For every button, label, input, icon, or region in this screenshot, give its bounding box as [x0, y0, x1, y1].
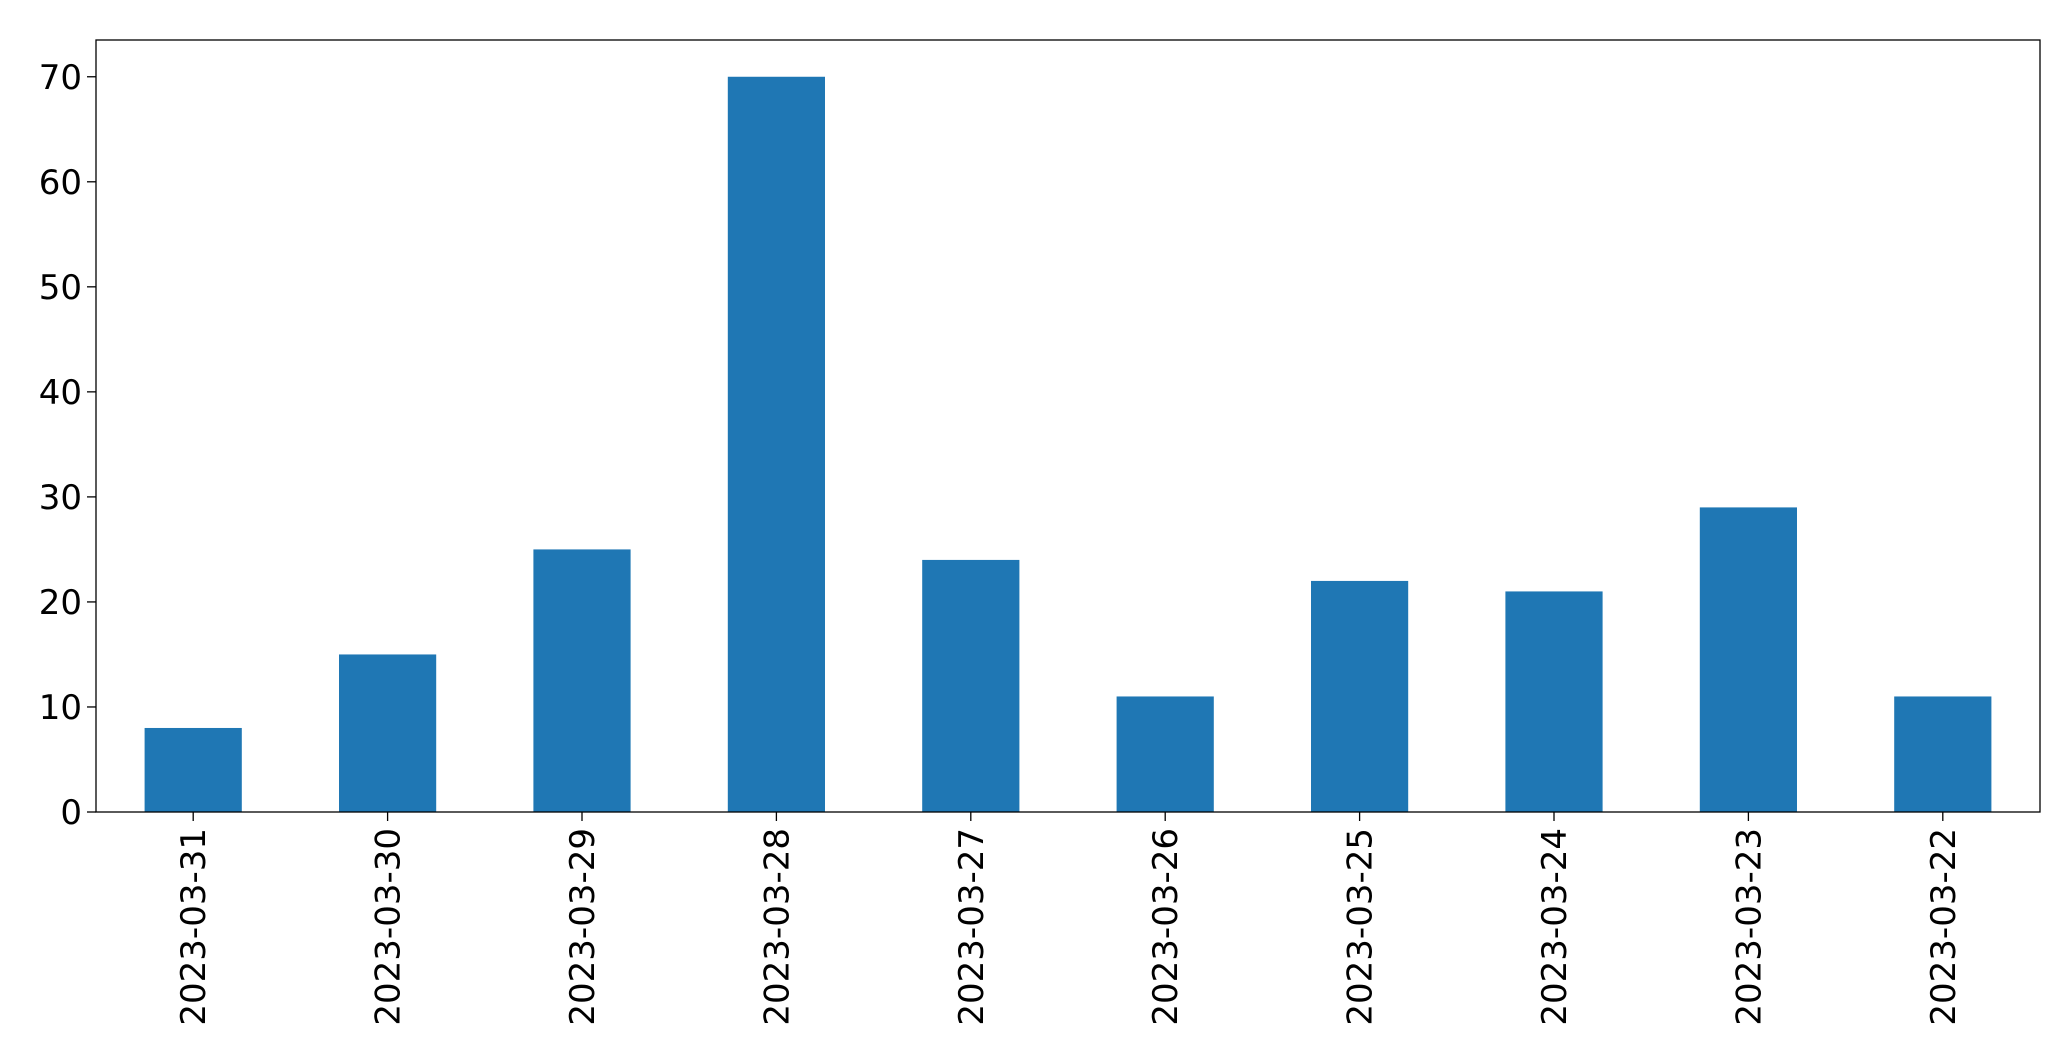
bar	[1311, 580, 1409, 812]
x-tick-label: 2023-03-31	[174, 828, 214, 1026]
x-tick-label: 2023-03-22	[1924, 828, 1964, 1026]
x-tick-label: 2023-03-29	[563, 828, 603, 1026]
x-tick-label: 2023-03-27	[952, 828, 992, 1026]
axes-frame	[95, 39, 2041, 813]
x-tick-label: 2023-03-23	[1729, 828, 1769, 1026]
x-tick-label: 2023-03-26	[1146, 828, 1186, 1026]
bar	[1116, 696, 1214, 812]
y-tick-label: 10	[39, 688, 82, 728]
bar	[339, 654, 437, 812]
y-tick-label: 50	[39, 268, 82, 308]
y-tick-label: 60	[39, 163, 82, 203]
bar	[922, 559, 1020, 812]
bar	[144, 727, 242, 812]
y-tick-label: 20	[39, 583, 82, 623]
x-tick-label: 2023-03-30	[369, 828, 409, 1026]
x-tick-label: 2023-03-28	[757, 828, 797, 1026]
bar	[1894, 696, 1992, 812]
bar	[533, 549, 631, 812]
y-tick-label: 30	[39, 478, 82, 518]
y-tick-label: 0	[60, 793, 82, 833]
y-tick-label: 40	[39, 373, 82, 413]
bar	[1699, 507, 1797, 812]
y-tick-label: 70	[39, 58, 82, 98]
x-tick-label: 2023-03-25	[1341, 828, 1381, 1026]
bar	[1505, 591, 1603, 812]
bar	[727, 76, 825, 812]
x-tick-label: 2023-03-24	[1535, 828, 1575, 1026]
